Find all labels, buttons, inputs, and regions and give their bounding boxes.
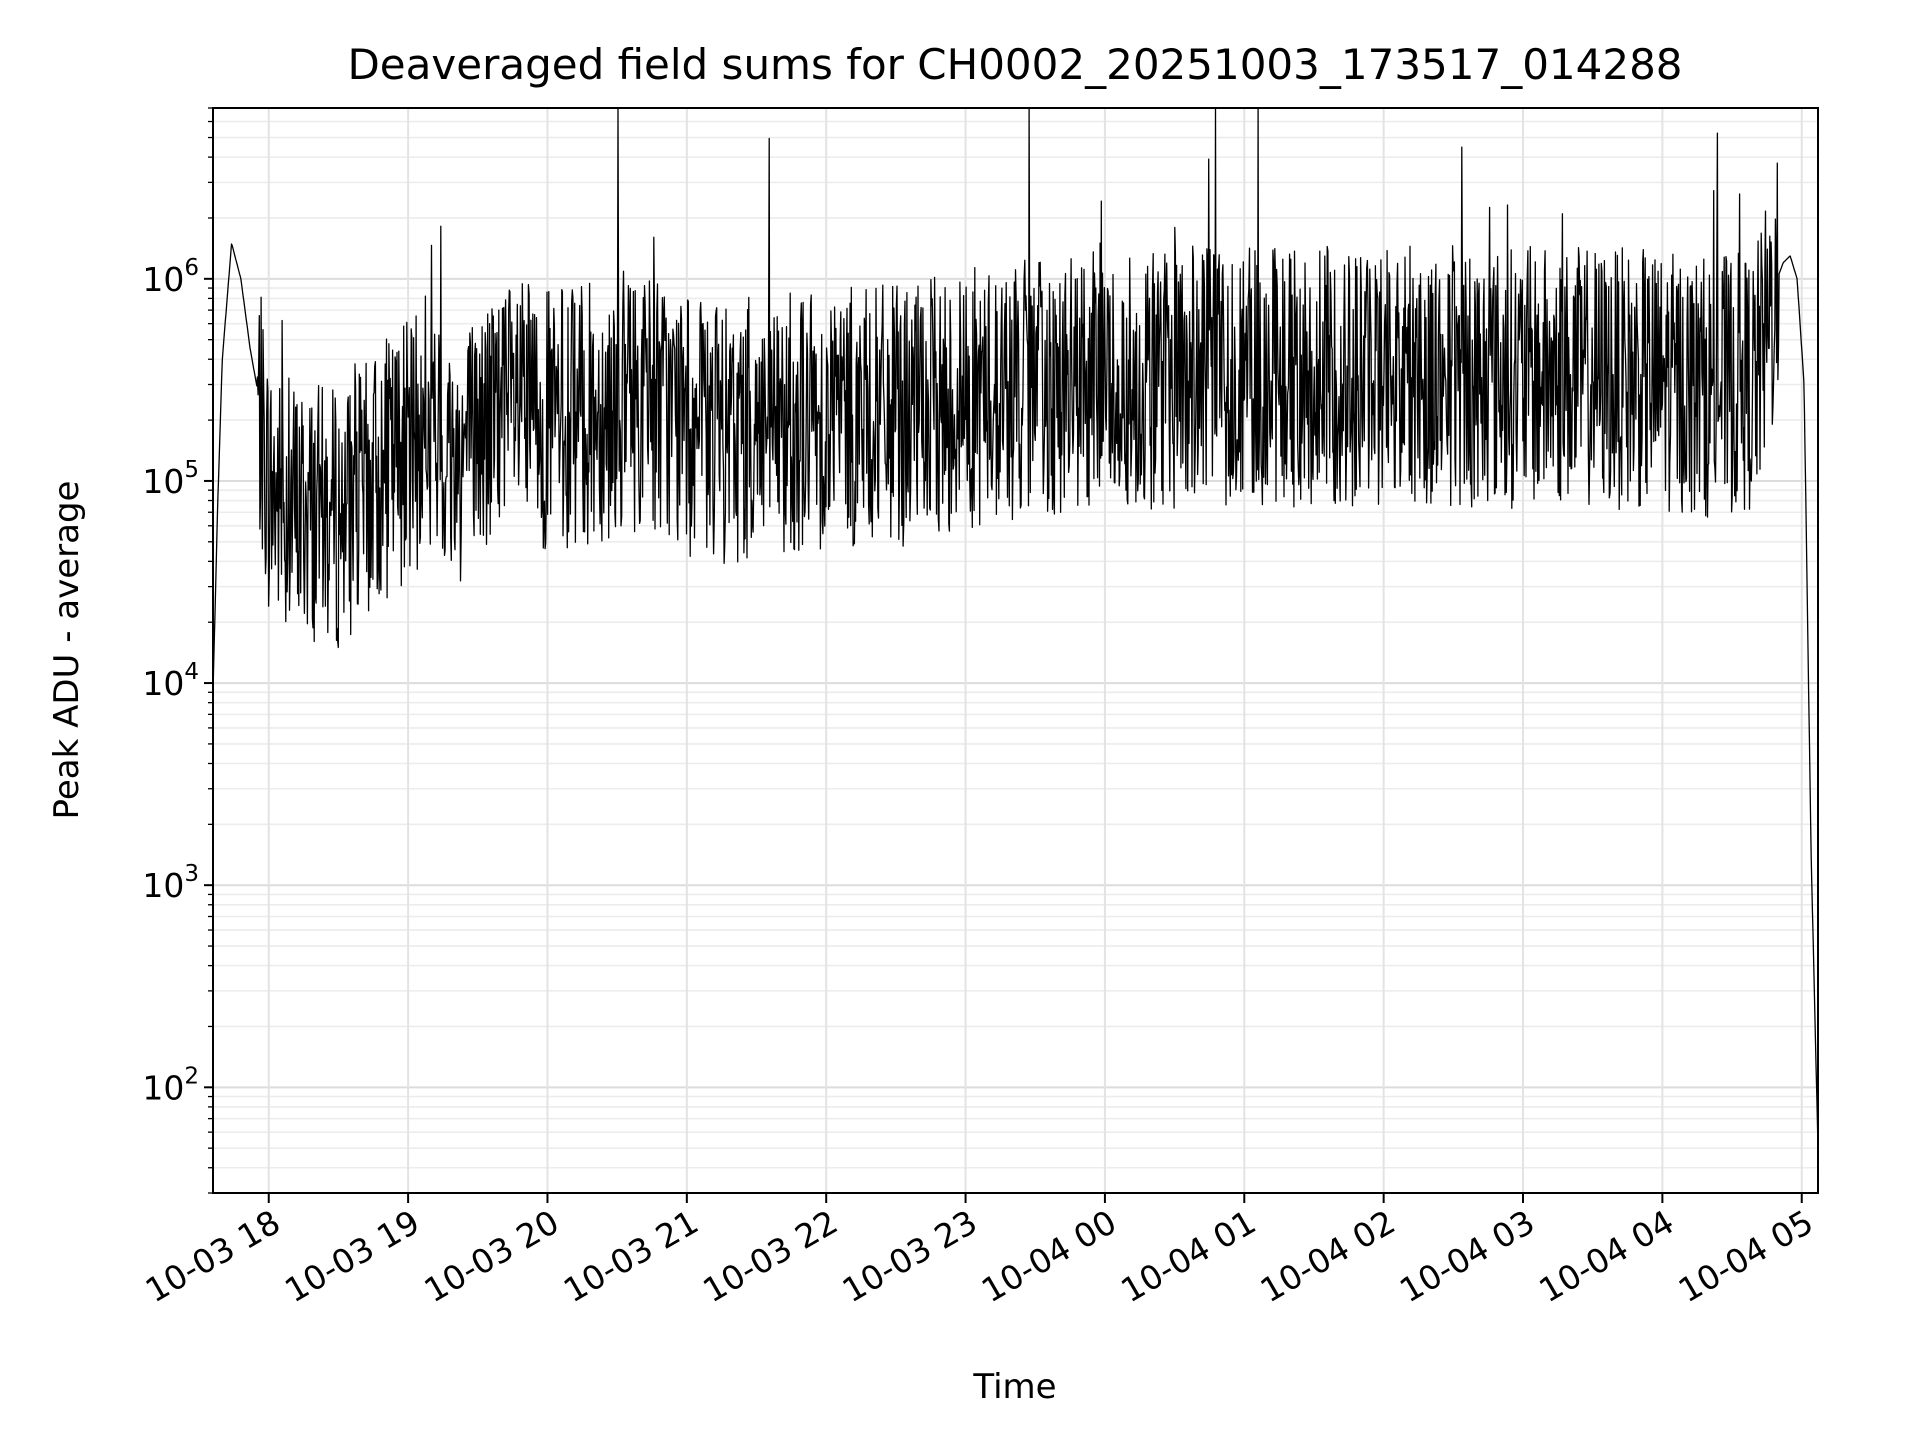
y-tick-label: 105 [142, 457, 199, 501]
chart-title: Deaveraged field sums for CH0002_2025100… [347, 40, 1682, 89]
y-tick-label: 104 [142, 659, 199, 703]
plot-frame [212, 107, 1819, 1194]
y-axis-title: Peak ADU - average [47, 481, 87, 820]
y-tick-label: 103 [142, 861, 199, 905]
x-axis-title: Time [972, 1367, 1056, 1407]
y-tick-label: 106 [142, 255, 199, 299]
series-line [212, 107, 1819, 1149]
plot-layer [212, 107, 1819, 1149]
y-tick-label: 102 [142, 1063, 199, 1107]
